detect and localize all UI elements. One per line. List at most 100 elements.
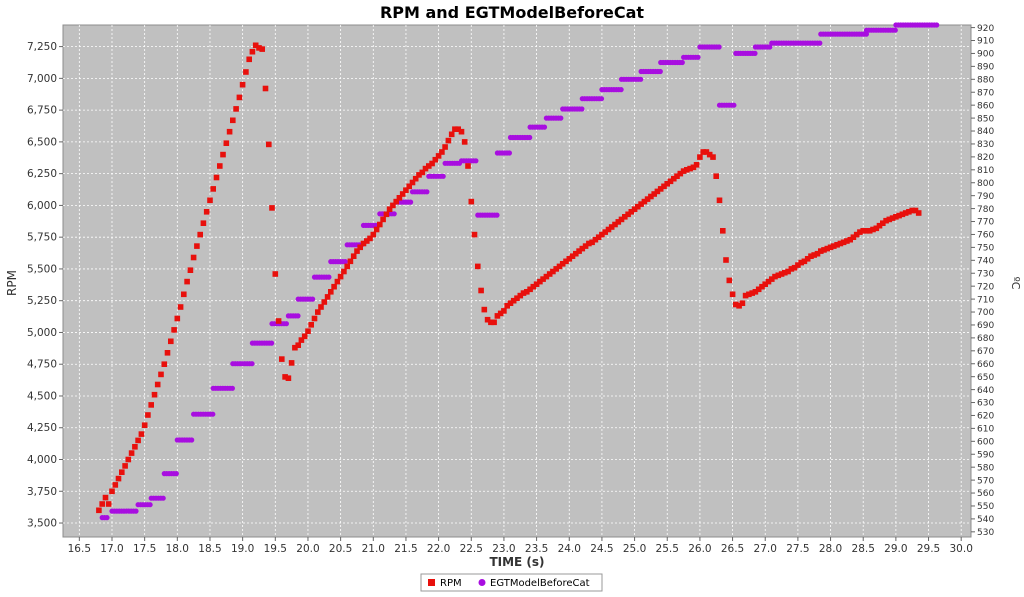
y-right-tick-label: 770 [977,218,994,228]
rpm-point [426,163,432,169]
grid-lines [63,25,971,537]
rpm-point [517,292,524,299]
rpm-point [710,154,716,160]
x-tick-label: 27.0 [754,543,777,555]
egt-point [147,502,153,508]
egt-point [104,515,110,521]
rpm-point [337,273,344,280]
egt-point [527,134,533,141]
rpm-point [373,226,380,233]
y-right-tick-label: 740 [977,257,994,267]
y-right-tick-label: 850 [977,114,994,124]
rpm-point [135,437,141,444]
rpm-point [559,261,566,267]
rpm-point [713,173,719,179]
rpm-point [256,45,262,51]
egt-point [295,313,301,319]
rpm-point [716,197,723,204]
rpm-point [168,338,174,345]
rpm-point [837,240,844,247]
rpm-point [190,254,197,261]
rpm-point [873,225,880,232]
x-tick-label: 22.0 [427,543,450,555]
rpm-point [736,303,742,309]
rpm-point [324,294,331,300]
rpm-point [527,286,533,293]
x-tick-label: 16.5 [68,543,91,555]
rpm-point [488,319,494,326]
legend-box [420,573,603,592]
rpm-point [141,422,148,428]
rpm-point [145,412,151,418]
x-tick-label: 25.0 [623,543,646,555]
rpm-point [364,238,370,244]
rpm-point [200,220,207,226]
rpm-point [827,244,834,251]
rpm-point [550,268,556,275]
y-right-tick-label: 680 [977,334,994,344]
rpm-point [504,303,510,309]
rpm-point [622,214,628,220]
rpm-point [706,151,713,158]
rpm-point [386,206,393,212]
y-right-tick-label: 640 [977,386,994,396]
y-right-tick-label: 810 [977,166,994,176]
rpm-point [866,228,873,234]
rpm-point [236,94,243,101]
rpm-point [301,333,308,340]
rpm-point [478,287,484,294]
rpm-point [625,211,631,218]
rpm-point [226,128,233,135]
egt-series [99,22,940,521]
rpm-point [896,212,902,219]
rpm-point [657,186,664,192]
rpm-point [181,291,187,298]
rpm-point [563,258,569,265]
y-right-tick-label: 730 [977,269,994,279]
rpm-point [275,318,282,324]
rpm-point [475,263,481,270]
x-tick-label: 28.5 [852,543,875,555]
rpm-point [850,234,857,240]
rpm-point [105,501,112,507]
rpm-point [432,156,439,163]
rpm-point [448,131,455,138]
rpm-point [491,319,497,326]
rpm-point [239,81,246,88]
rpm-point [808,253,814,259]
y-axis-right-label: ºC [1009,277,1022,290]
x-tick-label: 20.0 [296,543,319,555]
rpm-point [497,310,504,317]
rpm-point [409,179,416,186]
rpm-point [893,214,899,220]
rpm-point [292,344,298,351]
rpm-point [311,315,318,322]
rpm-point [285,375,292,381]
rpm-point [243,69,249,75]
rpm-point [857,229,863,235]
x-tick-label: 26.5 [721,543,744,555]
rpm-point [419,169,426,176]
egt-point [424,189,430,195]
y-right-tick-label: 660 [977,360,994,370]
egt-point [160,495,166,501]
egt-point [189,437,195,443]
rpm-point [720,228,726,234]
rpm-point [602,229,608,235]
egt-point [473,158,479,164]
rpm-point [641,198,648,205]
plot-area [62,24,972,538]
rpm-point [465,163,471,169]
y-right-tick-label: 790 [977,192,994,202]
chart-title: RPM and EGTModelBeforeCat [380,3,644,22]
rpm-point [341,268,347,275]
rpm-point [772,273,778,280]
y-left-tick-label: 4,750 [27,359,57,371]
rpm-point [811,252,817,258]
rpm-point [184,278,190,285]
rpm-point [262,85,269,92]
x-tick-label: 19.5 [264,543,287,555]
rpm-point [132,444,138,450]
egt-point [579,106,585,112]
rpm-point [586,240,592,247]
